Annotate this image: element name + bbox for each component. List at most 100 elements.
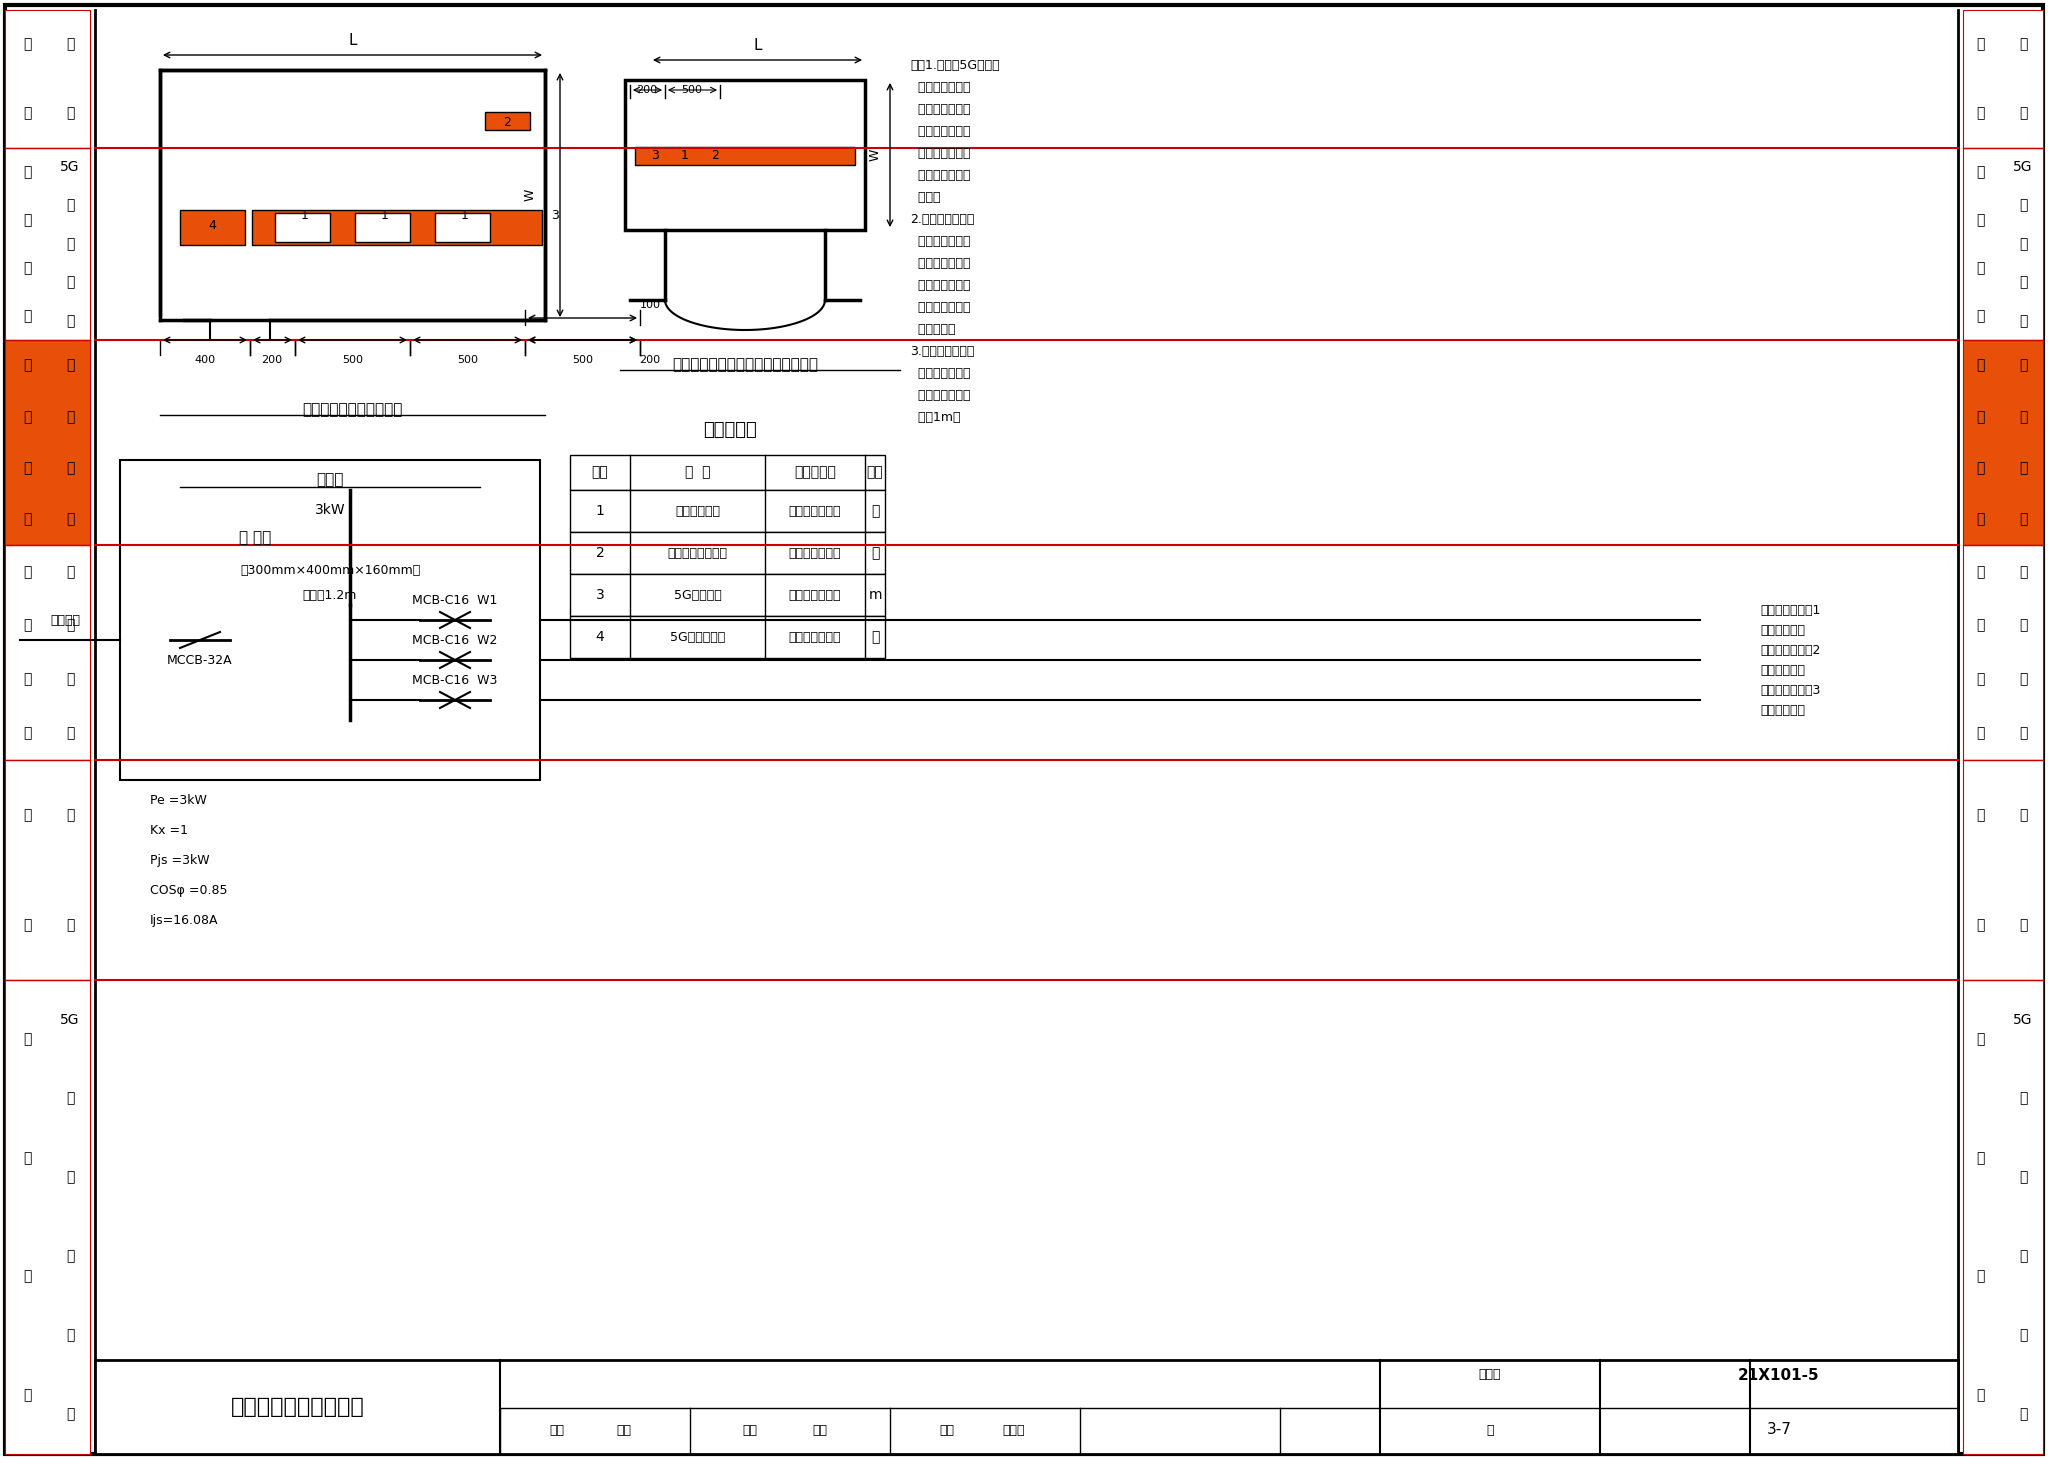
Bar [1962,340,2044,546]
Text: 工: 工 [2019,808,2028,821]
Text: 参考，实际应在: 参考，实际应在 [909,279,971,292]
Text: 等电位联结端子板: 等电位联结端子板 [668,547,727,559]
Text: 语: 语 [66,107,74,121]
Text: 远端汇聚单元: 远端汇聚单元 [1759,664,1804,677]
Text: 住宅建筑弱电竖井设备平面布置示例: 住宅建筑弱电竖井设备平面布置示例 [672,357,817,372]
Text: MCB-C16  W2: MCB-C16 W2 [412,633,498,646]
Text: 500: 500 [457,355,477,365]
Text: 5G: 5G [59,160,80,174]
Text: 筑: 筑 [2019,619,2028,633]
Text: 统: 统 [23,213,31,228]
Text: 边距地高度不应: 边距地高度不应 [909,388,971,401]
Text: 1: 1 [461,209,469,222]
Bar [4,546,90,760]
Text: （300mm×400mm×160mm）: （300mm×400mm×160mm） [240,563,420,576]
Text: m: m [868,588,883,603]
Text: 施: 施 [1976,673,1985,686]
Text: MCCB-32A: MCCB-32A [168,654,233,667]
Bar [4,980,90,1455]
Text: 配电箱: 配电箱 [315,473,344,487]
Text: 由工程设计确定: 由工程设计确定 [788,505,842,518]
Text: 符: 符 [1976,38,1985,51]
Text: 套: 套 [66,727,74,740]
Text: 3kW: 3kW [315,503,346,516]
Text: 500: 500 [682,85,702,95]
Text: 建: 建 [2019,359,2028,372]
Text: MCB-C16  W1: MCB-C16 W1 [412,594,498,607]
Text: 电信业务经营者3: 电信业务经营者3 [1759,683,1821,696]
Text: Kx =1: Kx =1 [150,823,188,836]
Text: 套: 套 [66,512,74,527]
Bar [252,210,543,245]
Text: 由工程设计确定: 由工程设计确定 [788,630,842,643]
Text: 注：1.本图为5G网络覆: 注：1.本图为5G网络覆 [909,58,999,71]
Bar [121,460,541,781]
Text: 块: 块 [870,546,879,560]
Text: 设: 设 [23,261,31,274]
Text: 覆: 覆 [2019,276,2028,289]
Text: 500: 500 [571,355,594,365]
Text: 边: 边 [23,1033,31,1046]
Text: L: L [754,38,762,53]
Text: 箱 明装: 箱 明装 [240,531,270,546]
Text: 的规格尺寸仅作: 的规格尺寸仅作 [909,257,971,270]
Bar [569,533,885,573]
Bar [4,340,90,546]
Text: 槽盒及其他材料: 槽盒及其他材料 [909,235,971,248]
Text: 弱电间设备平面布置示例: 弱电间设备平面布置示例 [303,403,403,417]
Text: 共用。: 共用。 [909,191,940,203]
Text: 由工程设计确定: 由工程设计确定 [788,588,842,601]
Bar [1962,760,2044,980]
Bar [4,760,90,980]
Text: 边: 边 [1976,1033,1985,1046]
Text: 计: 计 [1976,309,1985,322]
Text: 例: 例 [1976,918,1985,932]
Text: 配: 配 [66,673,74,686]
Text: 2: 2 [504,115,510,128]
Text: 4: 4 [596,630,604,643]
Text: 网: 网 [2019,1091,2028,1106]
Text: 3-7: 3-7 [1767,1423,1792,1437]
Text: 套: 套 [2019,512,2028,527]
Text: Ijs=16.08A: Ijs=16.08A [150,913,219,926]
Text: 设: 设 [23,359,31,372]
Text: 示: 示 [1976,808,1985,821]
Bar [569,616,885,658]
Text: 工: 工 [1976,727,1985,740]
Text: 4: 4 [209,219,215,232]
Bar [94,1360,1958,1455]
Text: 配: 配 [66,461,74,476]
Bar [160,70,545,320]
Bar [1962,10,2044,147]
Text: 5G专用配电箱: 5G专用配电箱 [670,630,725,643]
Text: 设备材料表: 设备材料表 [702,422,758,439]
Text: L: L [348,32,356,48]
Text: 工: 工 [23,727,31,740]
Text: 电信业务经营者2: 电信业务经营者2 [1759,643,1821,657]
Text: 缘: 缘 [23,1151,31,1164]
Bar [190,525,319,550]
Text: 入: 入 [2019,1408,2028,1421]
Text: 200: 200 [262,355,283,365]
Text: 建: 建 [66,565,74,579]
Text: 算: 算 [1976,1388,1985,1402]
Text: 络: 络 [2019,1170,2028,1185]
Text: 校对: 校对 [743,1424,758,1437]
Text: 接: 接 [2019,1329,2028,1342]
Text: 设计: 设计 [940,1424,954,1437]
Text: 缘: 缘 [1976,1151,1985,1164]
Text: 个: 个 [870,503,879,518]
Text: 电信业务经营者1: 电信业务经营者1 [1759,604,1821,617]
Text: 计: 计 [1976,1269,1985,1284]
Text: 400: 400 [195,355,215,365]
Text: 络: 络 [66,1170,74,1185]
Text: 1: 1 [682,149,688,162]
Text: W: W [868,149,881,160]
Bar [354,213,410,242]
Bar [4,10,90,147]
Text: 3: 3 [651,149,659,162]
Text: 计: 计 [23,512,31,527]
Text: 网: 网 [66,198,74,213]
Text: 设: 设 [23,461,31,476]
Text: 系: 系 [23,165,31,179]
